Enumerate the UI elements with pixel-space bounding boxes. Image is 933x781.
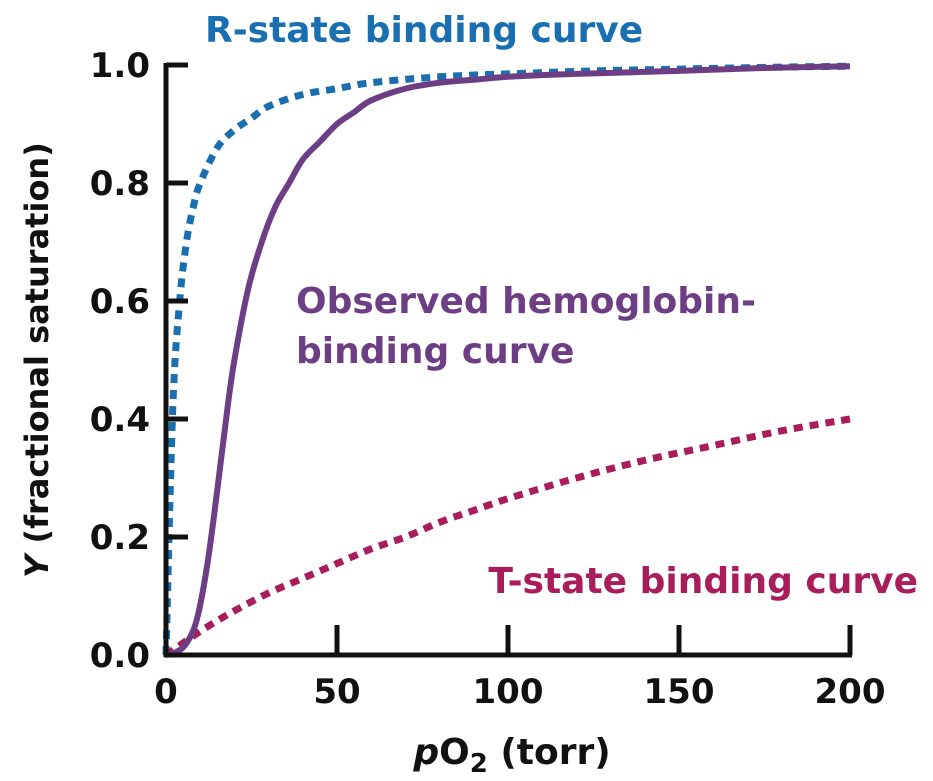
series-layer <box>162 62 851 658</box>
t-state-curve <box>164 415 851 658</box>
y-tick-label: 0.8 <box>90 164 150 204</box>
r-state-label: R-state binding curve <box>205 10 643 51</box>
y-axis-title: Y (fractional saturation) <box>18 142 56 578</box>
x-tick-label: 100 <box>473 672 544 712</box>
observed-curve <box>165 63 851 658</box>
r-state-curve <box>162 62 851 656</box>
y-tick-label: 1.0 <box>90 46 150 86</box>
ticks-layer: 0.0 0.2 0.4 0.6 0.8 1.0 0 50 100 150 200 <box>90 46 886 712</box>
observed-curve-label: Observed hemoglobin-binding curve <box>296 281 756 372</box>
t-state-label: T-state binding curve <box>488 561 918 602</box>
y-tick-label: 0.2 <box>90 518 150 558</box>
x-tick-label: 50 <box>313 672 360 712</box>
x-tick-label: 200 <box>815 672 886 712</box>
labels-layer: pO2 (torr) Y (fractional saturation) R-sta… <box>18 10 918 779</box>
y-tick-label: 0.6 <box>90 282 150 322</box>
x-tick-label: 150 <box>644 672 715 712</box>
y-tick-label: 0.0 <box>90 636 150 676</box>
y-tick-label: 0.4 <box>90 400 150 440</box>
x-tick-label: 0 <box>154 672 178 712</box>
x-axis-title: pO2 (torr) <box>412 732 610 779</box>
